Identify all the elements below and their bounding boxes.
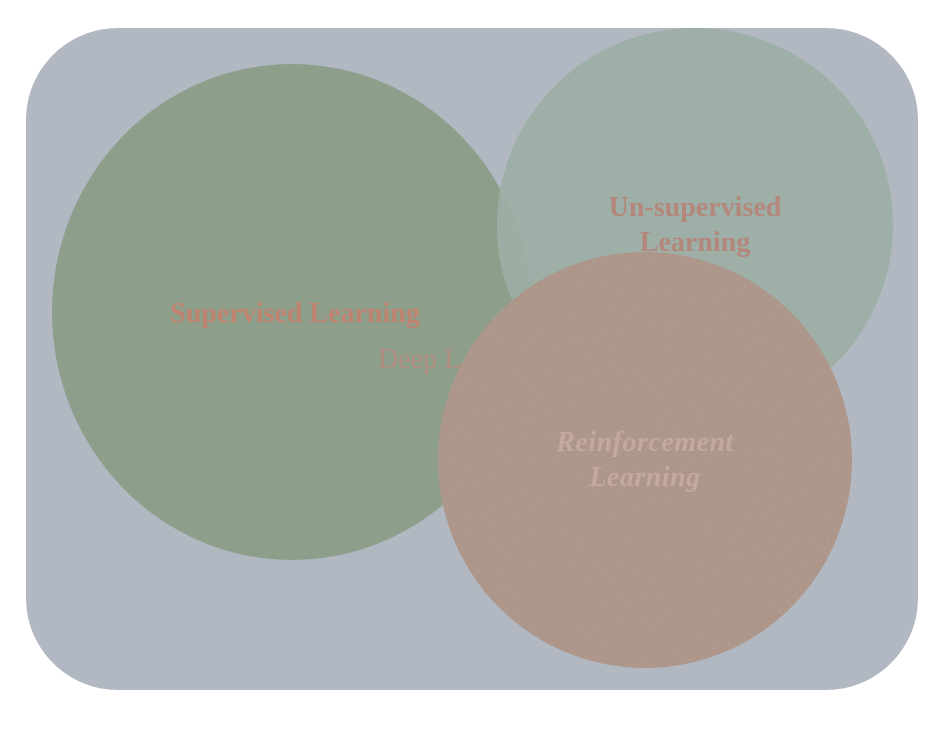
circle-supervised — [52, 64, 532, 560]
label-deep-learning: Deep L — [378, 344, 462, 375]
circle-reinforcement — [438, 252, 852, 668]
label-supervised-learning: Supervised Learning — [170, 298, 420, 329]
label-unsupervised-learning: Un-supervised Learning — [608, 192, 782, 258]
label-reinforcement-learning: Reinforcement Learning — [556, 427, 734, 493]
